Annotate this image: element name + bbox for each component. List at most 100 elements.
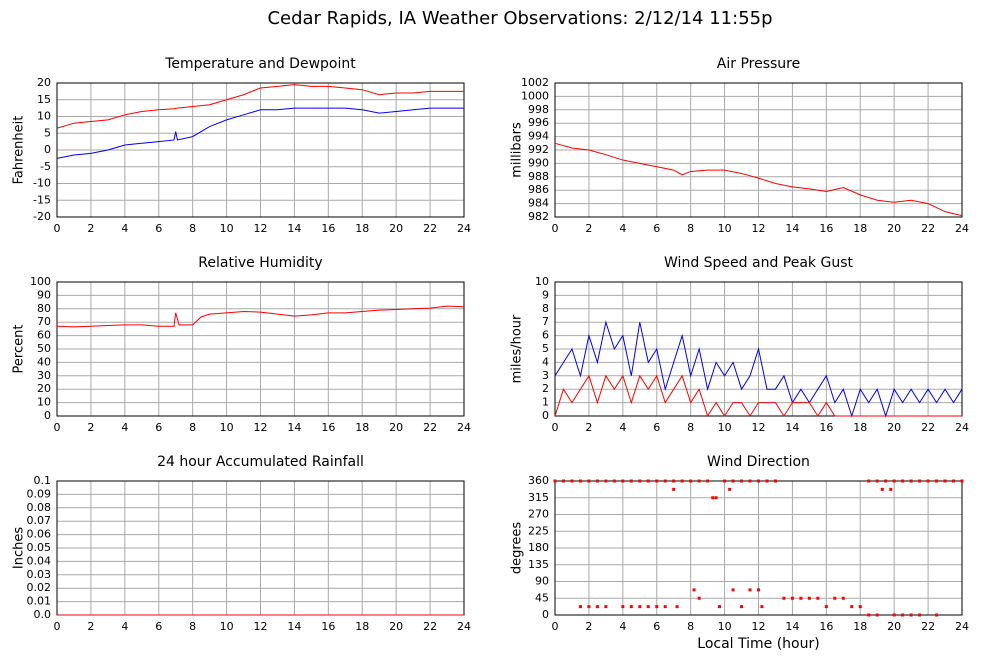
x-tick-label: 6 [155, 620, 162, 633]
data-point [782, 596, 786, 600]
data-point [680, 479, 684, 483]
data-point [663, 479, 667, 483]
y-axis-label: millibars [510, 122, 525, 178]
chart-panel: Air Pressuremillibars9829849869889909929… [510, 56, 970, 235]
y-tick-label: 0.09 [27, 487, 52, 500]
data-point [612, 479, 616, 483]
y-tick-label: 1 [542, 396, 549, 409]
x-tick-label: 22 [423, 222, 437, 235]
y-tick-label: 0.05 [27, 541, 52, 554]
plot-frame [56, 82, 465, 218]
data-point [901, 479, 905, 483]
y-tick-label: 10 [535, 275, 549, 288]
y-tick-label: 90 [37, 288, 51, 301]
data-point [570, 479, 574, 483]
x-tick-label: 18 [355, 222, 369, 235]
data-point [692, 588, 696, 592]
y-tick-label: 0.07 [27, 514, 52, 527]
y-tick-label: 982 [528, 210, 549, 223]
y-tick-label: 992 [528, 143, 549, 156]
data-point [621, 605, 625, 609]
x-tick-label: 12 [254, 620, 268, 633]
y-tick-label: -15 [33, 193, 51, 206]
y-tick-label: 5 [44, 126, 51, 139]
x-tick-label: 20 [389, 222, 403, 235]
data-point [553, 479, 557, 483]
y-tick-label: 315 [528, 491, 549, 504]
x-tick-label: 24 [955, 620, 969, 633]
y-axis-label: Percent [12, 325, 27, 374]
plot-frame [56, 281, 465, 417]
data-point [816, 596, 820, 600]
data-point [909, 613, 913, 617]
data-point [595, 605, 599, 609]
x-tick-label: 22 [921, 222, 935, 235]
y-tick-label: 998 [528, 103, 549, 116]
x-tick-label: 2 [585, 222, 592, 235]
data-point [901, 613, 905, 617]
data-line [554, 374, 962, 418]
x-tick-label: 6 [653, 222, 660, 235]
data-line [56, 107, 464, 159]
x-tick-label: 8 [687, 222, 694, 235]
x-tick-label: 2 [585, 421, 592, 434]
data-point [587, 605, 591, 609]
data-point [892, 613, 896, 617]
data-point [880, 487, 884, 491]
y-tick-label: 50 [37, 342, 51, 355]
y-tick-label: 5 [542, 342, 549, 355]
data-point [875, 479, 879, 483]
y-tick-label: 225 [528, 524, 549, 537]
data-point [714, 496, 718, 500]
data-point [892, 479, 896, 483]
chart-title: Wind Direction [707, 454, 810, 470]
data-point [858, 605, 862, 609]
data-point [960, 479, 964, 483]
data-point [728, 487, 732, 491]
chart-panel: Relative HumidityPercent0102030405060708… [12, 255, 472, 434]
data-point [867, 479, 871, 483]
x-tick-label: 10 [718, 620, 732, 633]
y-tick-label: 70 [37, 315, 51, 328]
x-tick-label: 4 [619, 620, 626, 633]
x-tick-label: 6 [653, 421, 660, 434]
x-tick-label: 18 [355, 421, 369, 434]
x-tick-label: 6 [653, 620, 660, 633]
x-tick-label: 0 [54, 421, 61, 434]
y-axis-label: Fahrenheit [12, 116, 27, 185]
y-tick-label: 3 [542, 369, 549, 382]
x-tick-label: 12 [752, 222, 766, 235]
data-point [595, 479, 599, 483]
data-point [689, 479, 693, 483]
data-point [841, 596, 845, 600]
x-tick-label: 4 [121, 620, 128, 633]
y-tick-label: 6 [542, 329, 549, 342]
data-point [850, 605, 854, 609]
x-tick-label: 18 [853, 222, 867, 235]
x-tick-label: 0 [552, 620, 559, 633]
data-point [935, 613, 939, 617]
data-point [918, 479, 922, 483]
x-tick-label: 0 [54, 620, 61, 633]
y-axis-label: degrees [510, 522, 525, 575]
data-point [889, 487, 893, 491]
chart-title: Wind Speed and Peak Gust [664, 255, 853, 271]
data-point [867, 613, 871, 617]
y-tick-label: 1000 [521, 89, 549, 102]
data-point [773, 479, 777, 483]
x-tick-label: 20 [389, 620, 403, 633]
chart-panel: 24 hour Accumulated RainfallInches0.00.0… [12, 454, 472, 633]
y-tick-label: 988 [528, 170, 549, 183]
y-tick-label: 0.1 [34, 474, 52, 487]
y-tick-label: 20 [37, 382, 51, 395]
data-point [587, 479, 591, 483]
y-tick-label: 40 [37, 355, 51, 368]
data-point [604, 605, 608, 609]
data-point [765, 479, 769, 483]
y-tick-label: 986 [528, 183, 549, 196]
x-tick-label: 0 [552, 222, 559, 235]
y-tick-label: 0.03 [27, 568, 52, 581]
x-tick-label: 24 [955, 421, 969, 434]
data-point [663, 605, 667, 609]
